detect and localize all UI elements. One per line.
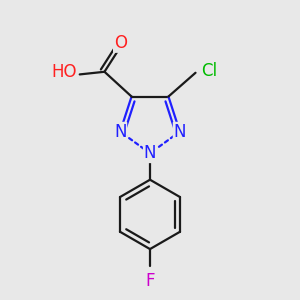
Text: N: N [174,123,186,141]
Text: HO: HO [51,63,76,81]
Text: O: O [114,34,127,52]
Text: N: N [144,144,156,162]
Text: N: N [114,123,126,141]
Text: Cl: Cl [202,62,218,80]
Text: F: F [145,272,155,290]
